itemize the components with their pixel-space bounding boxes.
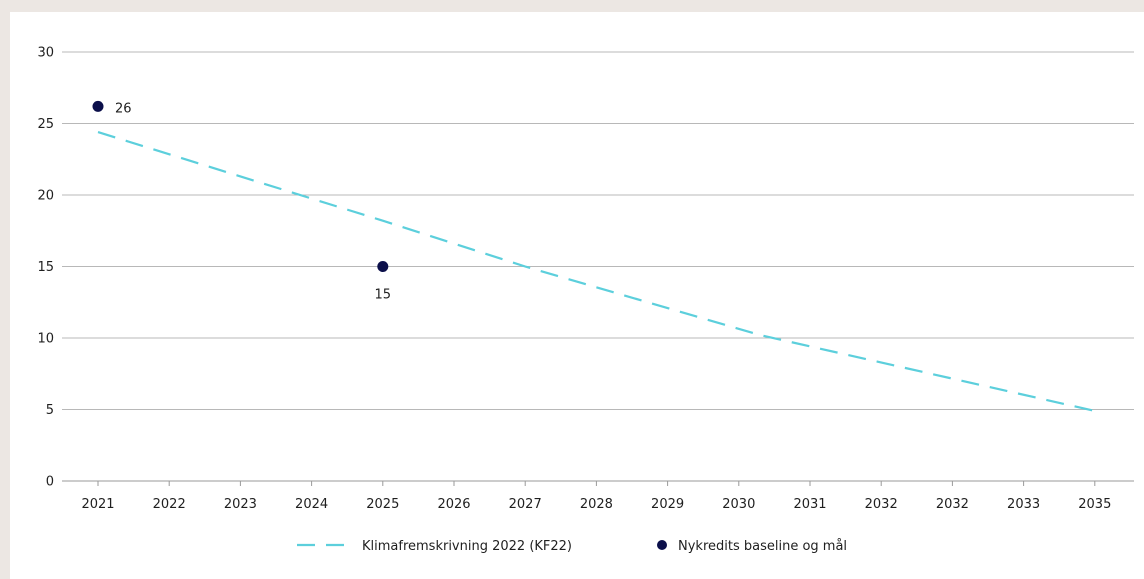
grid-lines	[62, 51, 1134, 482]
data-label-2025: 15	[375, 288, 392, 303]
legend: Klimafremskrivning 2022 (KF22) Nykredits …	[297, 539, 847, 554]
x-tick-label: 2032	[936, 497, 969, 512]
x-tick-label: 2033	[1007, 497, 1040, 512]
data-label-2021: 26	[115, 101, 132, 116]
data-point-2021	[92, 100, 104, 112]
y-tick-label: 0	[46, 475, 54, 490]
series: 26 15	[92, 100, 1096, 412]
x-tick-label: 2023	[224, 497, 257, 512]
series-line-kf22	[97, 131, 1096, 412]
x-tick-label: 2027	[509, 497, 542, 512]
chart-panel	[10, 12, 1144, 579]
legend-swatch-nykredit	[657, 540, 667, 550]
x-tick-label: 2022	[153, 497, 186, 512]
x-tick-label: 2032	[865, 497, 898, 512]
x-tick-label: 2021	[81, 497, 114, 512]
x-tick-label: 2031	[793, 497, 826, 512]
y-tick-label: 10	[37, 332, 54, 347]
x-tick-label: 2028	[580, 497, 613, 512]
x-tick-label: 2024	[295, 497, 328, 512]
y-tick-label: 20	[37, 189, 54, 204]
data-point-2025	[377, 261, 389, 272]
y-tick-label: 15	[37, 260, 54, 275]
x-tick-label: 2026	[437, 497, 470, 512]
y-tick-label: 25	[37, 117, 54, 132]
y-tick-label: 30	[37, 46, 54, 61]
x-tick-label: 2035	[1078, 497, 1111, 512]
x-tick-label: 2025	[366, 497, 399, 512]
legend-label-kf22: Klimafremskrivning 2022 (KF22)	[362, 539, 572, 554]
y-tick-label: 5	[46, 403, 54, 418]
x-tick-label: 2029	[651, 497, 684, 512]
legend-label-nykredit: Nykredits baseline og mål	[678, 539, 847, 554]
x-tick-label: 2030	[722, 497, 755, 512]
